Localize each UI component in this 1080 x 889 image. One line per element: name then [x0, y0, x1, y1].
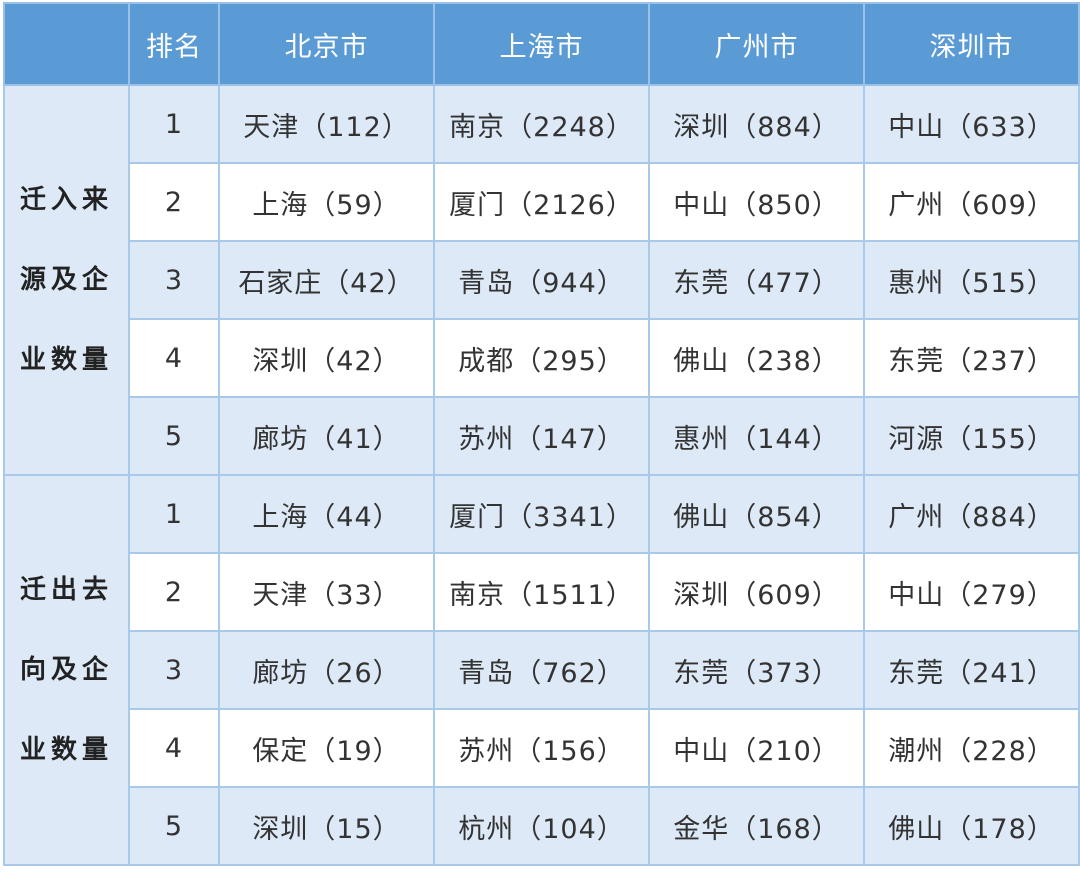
- table-row: 2 天津（33） 南京（1511） 深圳（609） 中山（279）: [4, 552, 1080, 632]
- header-shanghai: 上海市: [433, 2, 650, 86]
- guangzhou-cell: 深圳（609）: [648, 552, 865, 632]
- beijing-cell: 上海（44）: [218, 474, 435, 554]
- table-row: 5 深圳（15） 杭州（104） 金华（168） 佛山（178）: [4, 786, 1080, 866]
- guangzhou-cell: 金华（168）: [648, 786, 865, 866]
- beijing-cell: 深圳（42）: [218, 318, 435, 398]
- shenzhen-cell: 中山（279）: [863, 552, 1080, 632]
- rank-cell: 1: [128, 474, 220, 554]
- group-label-line: 业数量: [19, 735, 113, 765]
- group-label-line: 向及企: [19, 655, 113, 685]
- guangzhou-cell: 佛山（238）: [648, 318, 865, 398]
- shanghai-cell: 苏州（156）: [433, 708, 650, 788]
- shanghai-cell: 青岛（944）: [433, 240, 650, 320]
- shanghai-cell: 青岛（762）: [433, 630, 650, 710]
- guangzhou-cell: 佛山（854）: [648, 474, 865, 554]
- shenzhen-cell: 潮州（228）: [863, 708, 1080, 788]
- table-row: 5 廊坊（41） 苏州（147） 惠州（144） 河源（155）: [4, 396, 1080, 476]
- rank-cell: 2: [128, 552, 220, 632]
- guangzhou-cell: 惠州（144）: [648, 396, 865, 476]
- beijing-cell: 天津（33）: [218, 552, 435, 632]
- shenzhen-cell: 东莞（241）: [863, 630, 1080, 710]
- header-empty: [3, 2, 130, 86]
- shanghai-cell: 厦门（3341）: [433, 474, 650, 554]
- beijing-cell: 深圳（15）: [218, 786, 435, 866]
- migration-ranking-table: 排名 北京市 上海市 广州市 深圳市 迁入来 源及企 业数量 1 天津（112） 南京（2…: [3, 2, 1080, 866]
- rank-cell: 5: [128, 786, 220, 866]
- header-row: 排名 北京市 上海市 广州市 深圳市: [3, 2, 1080, 86]
- table-row: 3 廊坊（26） 青岛（762） 东莞（373） 东莞（241）: [4, 630, 1080, 710]
- shenzhen-cell: 东莞（237）: [863, 318, 1080, 398]
- rank-cell: 4: [128, 708, 220, 788]
- beijing-cell: 上海（59）: [218, 162, 435, 242]
- header-guangzhou: 广州市: [648, 2, 865, 86]
- group-label-inbound: 迁入来 源及企 业数量: [3, 84, 130, 476]
- rank-cell: 5: [128, 396, 220, 476]
- guangzhou-cell: 东莞（477）: [648, 240, 865, 320]
- group-label-line: 迁出去: [19, 575, 113, 605]
- beijing-cell: 廊坊（26）: [218, 630, 435, 710]
- group-label-line: 迁入来: [19, 185, 113, 215]
- guangzhou-cell: 中山（210）: [648, 708, 865, 788]
- rank-cell: 3: [128, 630, 220, 710]
- shenzhen-cell: 中山（633）: [863, 84, 1080, 164]
- table-row: 4 保定（19） 苏州（156） 中山（210） 潮州（228）: [4, 708, 1080, 788]
- table-row: 2 上海（59） 厦门（2126） 中山（850） 广州（609）: [4, 162, 1080, 242]
- rank-cell: 4: [128, 318, 220, 398]
- beijing-cell: 石家庄（42）: [218, 240, 435, 320]
- table-row: 4 深圳（42） 成都（295） 佛山（238） 东莞（237）: [4, 318, 1080, 398]
- shanghai-cell: 厦门（2126）: [433, 162, 650, 242]
- header-beijing: 北京市: [218, 2, 435, 86]
- shanghai-cell: 苏州（147）: [433, 396, 650, 476]
- group-label-line: 业数量: [19, 345, 113, 375]
- shanghai-cell: 南京（1511）: [433, 552, 650, 632]
- shenzhen-cell: 河源（155）: [863, 396, 1080, 476]
- group-label-line: 源及企: [19, 265, 113, 295]
- table-row: 迁入来 源及企 业数量 1 天津（112） 南京（2248） 深圳（884） 中山（633）: [3, 84, 1080, 476]
- header-rank: 排名: [128, 2, 220, 86]
- guangzhou-cell: 深圳（884）: [648, 84, 865, 164]
- shenzhen-cell: 惠州（515）: [863, 240, 1080, 320]
- table-row: 3 石家庄（42） 青岛（944） 东莞（477） 惠州（515）: [4, 240, 1080, 320]
- header-shenzhen: 深圳市: [863, 2, 1080, 86]
- beijing-cell: 保定（19）: [218, 708, 435, 788]
- shanghai-cell: 杭州（104）: [433, 786, 650, 866]
- rank-cell: 2: [128, 162, 220, 242]
- beijing-cell: 天津（112）: [218, 84, 435, 164]
- guangzhou-cell: 中山（850）: [648, 162, 865, 242]
- beijing-cell: 廊坊（41）: [218, 396, 435, 476]
- shenzhen-cell: 广州（884）: [863, 474, 1080, 554]
- guangzhou-cell: 东莞（373）: [648, 630, 865, 710]
- shenzhen-cell: 广州（609）: [863, 162, 1080, 242]
- shanghai-cell: 成都（295）: [433, 318, 650, 398]
- rank-cell: 1: [128, 84, 220, 164]
- shanghai-cell: 南京（2248）: [433, 84, 650, 164]
- shenzhen-cell: 佛山（178）: [863, 786, 1080, 866]
- rank-cell: 3: [128, 240, 220, 320]
- table-row: 迁出去 向及企 业数量 1 上海（44） 厦门（3341） 佛山（854） 广州（884）: [3, 474, 1080, 866]
- group-label-outbound: 迁出去 向及企 业数量: [3, 474, 130, 866]
